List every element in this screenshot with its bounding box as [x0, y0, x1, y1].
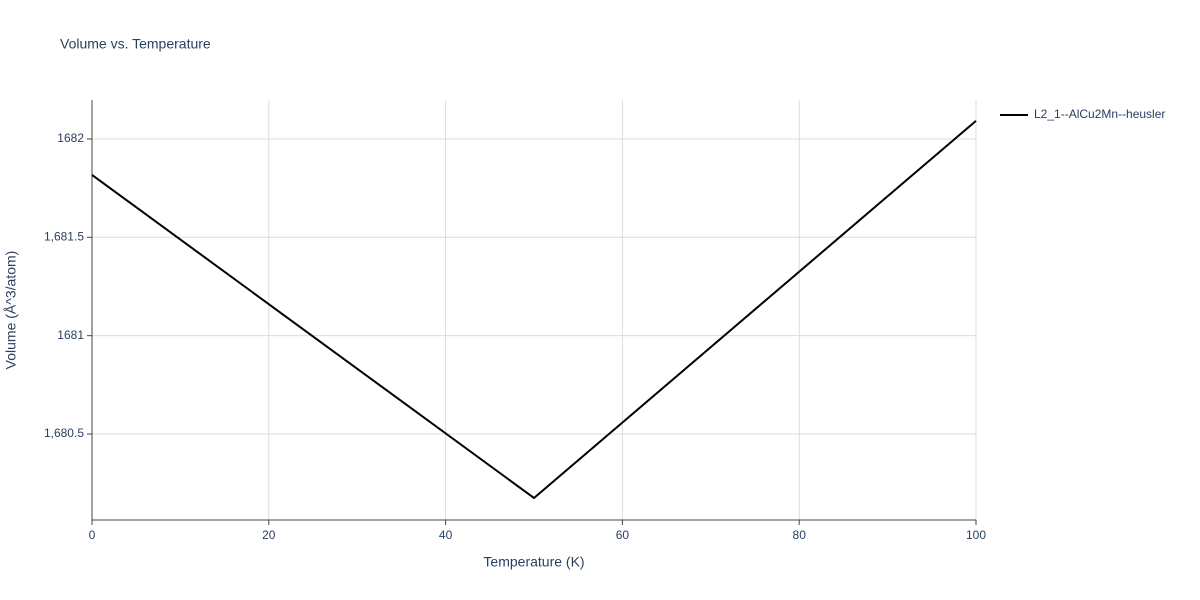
- y-tick-label: 1,681.5: [44, 229, 84, 243]
- data-line: [91, 120, 977, 500]
- x-tick-label: 40: [439, 528, 453, 542]
- x-tick-label: 100: [966, 528, 986, 542]
- chart-title: Volume vs. Temperature: [60, 36, 211, 52]
- y-tick-label: 1,680.5: [44, 426, 84, 440]
- x-tick-label: 80: [793, 528, 807, 542]
- x-axis-label: Temperature (K): [483, 554, 584, 570]
- y-axis-label: Volume (Å^3/atom): [3, 251, 19, 370]
- x-tick-label: 60: [616, 528, 630, 542]
- legend-label: L2_1--AlCu2Mn--heusler: [1034, 107, 1165, 121]
- y-tick-label: 1682: [57, 131, 84, 145]
- x-tick-label: 0: [89, 528, 96, 542]
- y-tick-label: 1681: [57, 328, 84, 342]
- x-tick-label: 20: [262, 528, 276, 542]
